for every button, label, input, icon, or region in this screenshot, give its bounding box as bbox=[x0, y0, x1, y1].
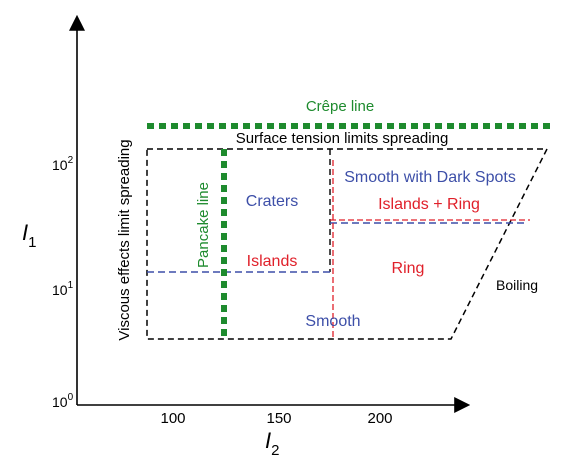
region-ring: Ring bbox=[392, 260, 425, 277]
region-islands-ring: Islands + Ring bbox=[378, 196, 480, 213]
pancake-line-label: Pancake line bbox=[195, 182, 212, 268]
region-smooth-dark-spots: Smooth with Dark Spots bbox=[344, 169, 516, 186]
region-smooth: Smooth bbox=[305, 313, 360, 330]
y-tick-label-1: 101 bbox=[52, 280, 74, 298]
crepe-line-label: Crêpe line bbox=[306, 98, 374, 115]
boiling-label: Boiling bbox=[496, 277, 538, 293]
region-islands: Islands bbox=[247, 253, 298, 270]
x-tick-label-100: 100 bbox=[160, 410, 185, 427]
regime-boundary bbox=[146, 148, 549, 340]
x-tick-label-150: 150 bbox=[266, 410, 291, 427]
y-tick-label-0: 100 bbox=[52, 392, 74, 410]
x-tick-label-200: 200 bbox=[367, 410, 392, 427]
y-tick-label-2: 102 bbox=[52, 155, 74, 173]
y-axis-title: I1 bbox=[22, 220, 36, 251]
viscous-label: Viscous effects limit spreading bbox=[116, 139, 133, 340]
x-axis-title: I2 bbox=[265, 428, 279, 459]
region-craters: Craters bbox=[246, 193, 298, 210]
surface-tension-label: Surface tension limits spreading bbox=[236, 130, 449, 147]
